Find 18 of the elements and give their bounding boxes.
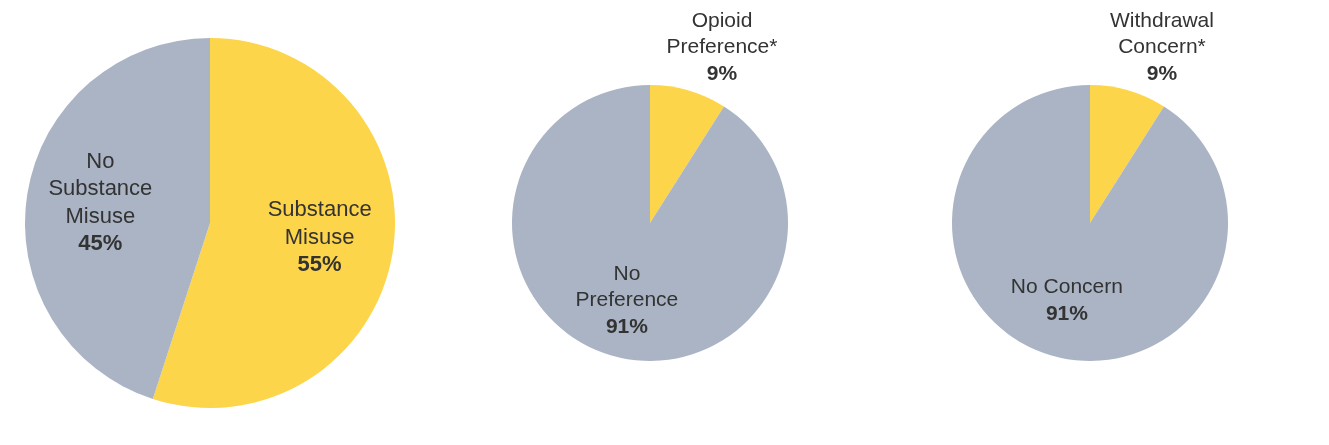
pie-slice [512, 85, 788, 361]
pie-slice [152, 38, 395, 408]
data-label: 9% [1146, 60, 1178, 84]
pie-slice [650, 85, 724, 223]
slice-label: Opioid Preference* [666, 8, 778, 58]
slice-label: No Concern [1010, 274, 1123, 298]
data-label: 9% [706, 60, 738, 84]
slice-label: No Preference [575, 261, 679, 311]
data-label: 55% [297, 251, 342, 277]
slice-label: No Substance Misuse [48, 147, 153, 228]
data-label: 45% [78, 230, 123, 256]
data-label: 91% [605, 313, 649, 337]
pie-slice [952, 85, 1228, 361]
data-label: 91% [1045, 300, 1089, 324]
pie-slice [1090, 85, 1164, 223]
slice-label: Substance Misuse [267, 196, 372, 249]
pie-slice [25, 38, 210, 399]
slice-label: Withdrawal Concern* [1110, 8, 1214, 58]
